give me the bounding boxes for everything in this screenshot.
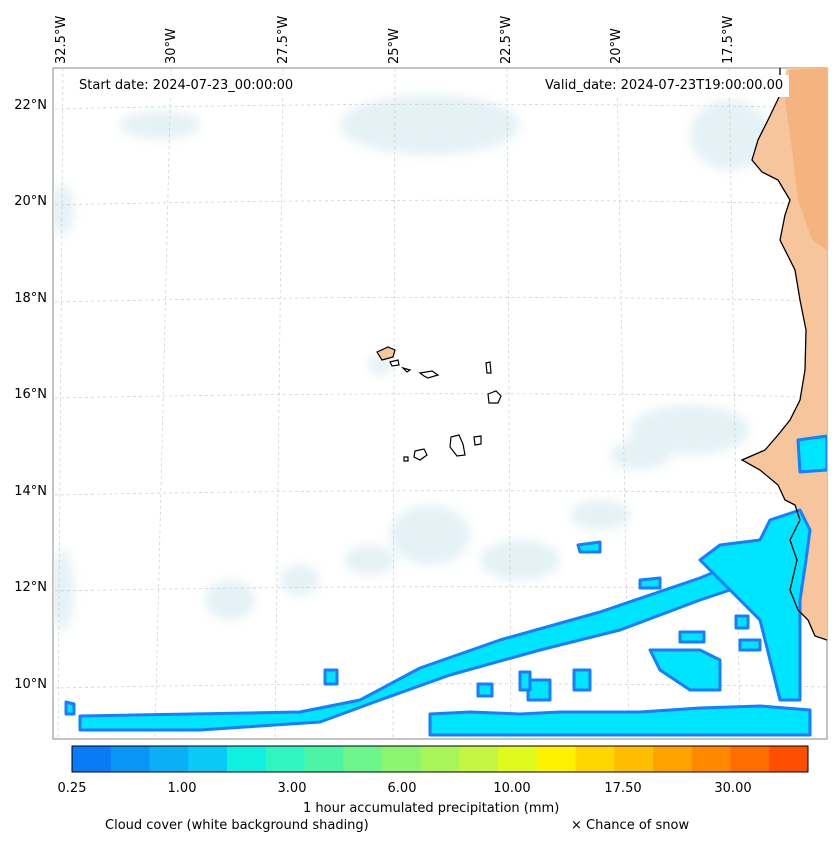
colorbar-cell — [420, 746, 460, 772]
island-santo-antao — [376, 346, 396, 361]
map-frame — [52, 67, 828, 740]
lon-label: 32.5°W — [54, 15, 69, 64]
precip-patch-mid-7 — [678, 630, 706, 644]
lon-label: 17.5°W — [721, 15, 736, 64]
precipitation-field — [64, 434, 827, 737]
africa-coastline — [740, 68, 827, 641]
island-santiago — [449, 434, 466, 457]
colorbar-tick: 10.00 — [493, 781, 531, 796]
lon-label: 25°W — [387, 28, 402, 64]
island-sao-vicente — [389, 359, 400, 367]
colorbar-cell — [653, 746, 693, 772]
lat-label: 10°N — [14, 677, 47, 692]
colorbar-tick: 3.00 — [277, 781, 307, 796]
precip-patch-mid-3 — [648, 648, 722, 692]
snow-legend: × Chance of snow — [571, 818, 690, 833]
colorbar-cell — [188, 746, 228, 772]
colorbar-cell — [72, 746, 112, 772]
precip-patch-coast-north — [796, 434, 827, 474]
island-fogo — [413, 448, 428, 461]
island-maio — [473, 435, 482, 446]
island-brava — [403, 456, 409, 462]
cloud-cover-shading — [53, 95, 770, 630]
precip-patch-west — [64, 700, 76, 716]
precip-patch-mid-9 — [738, 638, 762, 652]
precip-band-east-coast — [698, 508, 812, 702]
lon-label: 20°W — [609, 28, 624, 64]
lon-label: 27.5°W — [276, 15, 291, 64]
precipitation-colorbar — [71, 745, 809, 773]
colorbar-cell — [343, 746, 383, 772]
precip-patch-mid-8 — [734, 614, 750, 630]
colorbar-cell — [730, 746, 770, 772]
lat-label: 22°N — [14, 98, 47, 113]
colorbar-cell — [265, 746, 305, 772]
colorbar-cell — [226, 746, 267, 772]
cloud-cover-legend: Cloud cover (white background shading) — [105, 818, 369, 833]
lon-label: 22.5°W — [499, 15, 514, 64]
precip-patch-mid-5 — [526, 678, 552, 702]
colorbar-cell — [304, 746, 344, 772]
island-sal — [485, 361, 492, 374]
precip-patch-mid-6 — [323, 668, 339, 686]
colorbar-cell — [110, 746, 150, 772]
colorbar-cell — [459, 746, 499, 772]
lat-label: 20°N — [14, 194, 47, 209]
colorbar-cell — [691, 746, 732, 772]
precip-patch-mid-11 — [518, 670, 532, 692]
colorbar-tick: 17.50 — [604, 781, 642, 796]
precip-patch-mid-10 — [572, 668, 592, 692]
valid-date-label: Valid_date: 2024-07-23T19:00:00.00 — [539, 75, 790, 97]
lat-label: 18°N — [14, 291, 47, 306]
colorbar-cell — [381, 746, 422, 772]
lat-label: 14°N — [14, 484, 47, 499]
sahara-shading — [785, 68, 827, 250]
cape-verde-islands — [376, 346, 502, 462]
lat-label: 16°N — [14, 387, 47, 402]
island-santa-luzia — [400, 366, 412, 373]
lat-label: 12°N — [14, 580, 47, 595]
colorbar-cell — [575, 746, 615, 772]
colorbar-tick: 1.00 — [167, 781, 197, 796]
island-boa-vista — [487, 390, 502, 404]
colorbar-cell — [614, 746, 654, 772]
colorbar-cell — [769, 746, 809, 772]
precip-patch-mid-1 — [638, 576, 662, 590]
start-date-label: Start date: 2024-07-23_00:00:00 — [73, 75, 300, 97]
precip-patch-mid-2 — [576, 540, 602, 554]
precip-patch-southeast — [428, 704, 812, 737]
colorbar-cell — [498, 746, 538, 772]
colorbar-tick: 6.00 — [387, 781, 417, 796]
island-sao-nicolau — [418, 370, 440, 379]
precip-patch-mid-4 — [476, 682, 494, 698]
lon-label: 30°W — [164, 28, 179, 64]
colorbar-tick: 0.25 — [57, 781, 87, 796]
colorbar-cell — [536, 746, 577, 772]
colorbar-tick: 30.00 — [714, 781, 752, 796]
colorbar-cell — [149, 746, 189, 772]
colorbar-title: 1 hour accumulated precipitation (mm) — [303, 801, 560, 816]
